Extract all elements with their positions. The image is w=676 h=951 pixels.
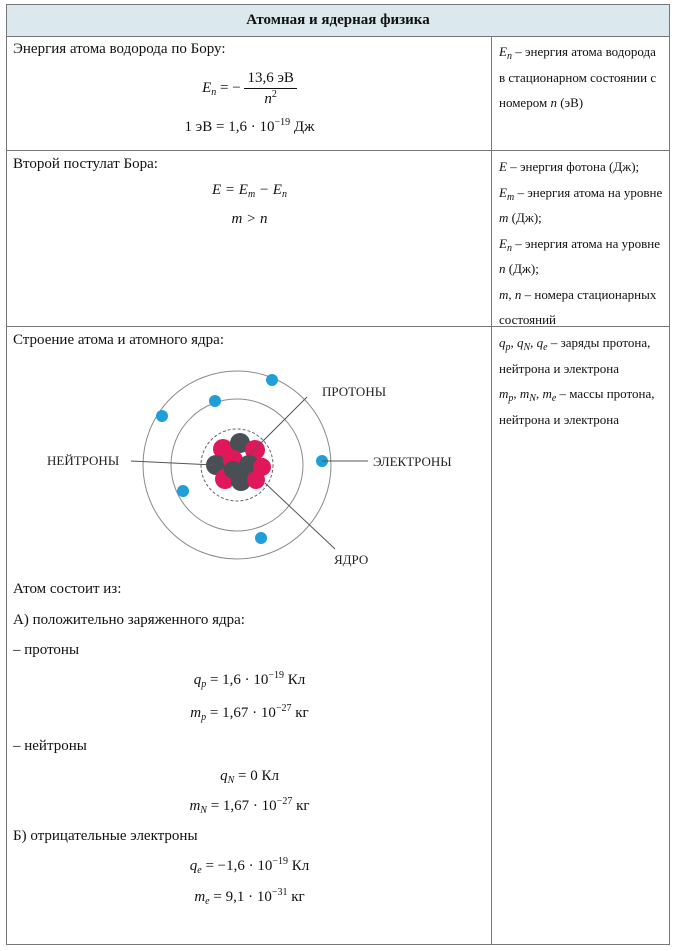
label-electrons: ЭЛЕКТРОНЫ: [373, 454, 452, 469]
pointer-protons: [241, 396, 308, 463]
neutrons-heading: – нейтроны: [13, 738, 87, 754]
atom-diagram: ПРОТОНЫ НЕЙТРОНЫ ЭЛЕКТРОНЫ ЯДРО: [47, 370, 452, 567]
row-title: Строение атома и атомного ядра:: [13, 332, 225, 348]
middle-orbit: [170, 398, 304, 532]
electron: [266, 374, 278, 386]
table-header: Атомная и ядерная физика: [7, 5, 669, 37]
label-protons: ПРОТОНЫ: [322, 384, 386, 399]
electron: [255, 532, 267, 544]
row-atom-structure-desc: qp, qN, qe – заряды протона, нейтрона и …: [493, 327, 669, 944]
nucleus-heading: А) положительно заряженного ядра:: [13, 612, 245, 628]
desc-energy-m: Em – энергия атома на уровне m (Дж);: [499, 184, 663, 226]
desc-charges: qp, qN, qe – заряды протона, нейтрона и …: [499, 335, 651, 376]
nucleus-boundary: [200, 428, 274, 502]
row-second-postulate: Второй постулат Бора: E = Em − En m > n …: [7, 151, 669, 327]
electrons-heading: Б) отрицательные электроны: [13, 828, 198, 844]
physics-table: Атомная и ядерная физика Энергия атома в…: [6, 4, 670, 945]
row-second-postulate-desc: E – энергия фотона (Дж); Em – энергия ат…: [493, 151, 669, 327]
row-title: Энергия атома водорода по Бору:: [13, 41, 226, 57]
neutron-mass: mN = 1,67 · 10−27 кг: [189, 796, 310, 816]
row-bohr-energy: Энергия атома водорода по Бору: En = − 1…: [7, 36, 669, 151]
electron-charge: qe = −1,6 · 10−19 Кл: [189, 856, 310, 876]
row-title: Второй постулат Бора:: [13, 156, 158, 172]
row-bohr-energy-desc: En – энергия атома водорода в стационарн…: [499, 44, 657, 110]
desc-energy-n: En – энергия атома на уровне n (Дж);: [499, 235, 660, 277]
proton-charge: qp = 1,6 · 10−19 Кл: [193, 670, 306, 690]
nucleus: [206, 433, 271, 491]
pointer-nucleus: [264, 482, 336, 550]
postulate-condition: m > n: [231, 211, 268, 227]
ev-conversion: 1 эВ = 1,6 · 10−19 Дж: [184, 117, 315, 136]
electron: [156, 410, 168, 422]
atom-consists: Атом состоит из:: [13, 581, 122, 597]
desc-masses: mp, mN, me – массы протона, нейтрона и э…: [499, 386, 655, 427]
desc-state-numbers: m, n – номера стационарных состояний: [499, 286, 657, 328]
neutron-charge: qN = 0 Кл: [220, 768, 279, 786]
postulate-formula: E = Em − En: [212, 182, 287, 200]
pointer-neutrons: [130, 460, 215, 466]
electron-mass: me = 9,1 · 10−31 кг: [194, 887, 305, 907]
desc-photon-energy: E – энергия фотона (Дж);: [499, 159, 640, 174]
row-bohr-energy-left: Энергия атома водорода по Бору: En = − 1…: [7, 36, 492, 150]
protons-heading: – протоны: [13, 642, 80, 658]
row-second-postulate-left: Второй постулат Бора: E = Em − En m > n: [7, 151, 492, 326]
row-atom-structure: Строение атома и атомного ядра:: [7, 327, 669, 944]
row-atom-structure-left: Строение атома и атомного ядра:: [7, 327, 492, 944]
label-nucleus: ЯДРО: [334, 552, 368, 567]
electron: [177, 485, 189, 497]
electron: [209, 395, 221, 407]
proton-mass: mp = 1,67 · 10−27 кг: [190, 703, 309, 723]
outer-orbit: [142, 370, 332, 560]
energy-fraction: 13,6 эВ n2: [244, 68, 297, 109]
bohr-energy-formula: En = − 13,6 эВ n2: [7, 68, 492, 109]
label-neutrons: НЕЙТРОНЫ: [47, 453, 119, 468]
